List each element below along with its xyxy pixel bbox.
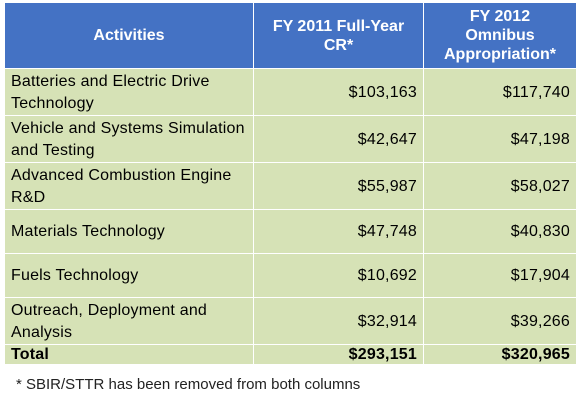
fy2011-cell: $32,914 [253, 297, 424, 345]
fy2012-cell: $17,904 [423, 253, 577, 298]
fy2011-cell: $47,748 [253, 209, 424, 254]
footnote: * SBIR/STTR has been removed from both c… [16, 376, 361, 393]
header-fy2011: FY 2011 Full-Year CR* [253, 2, 424, 69]
budget-table: Activities FY 2011 Full-Year CR* FY 2012… [4, 2, 577, 365]
header-fy2012: FY 2012 Omnibus Appropriation* [423, 2, 577, 69]
table-row: Materials Technology $47,748 $40,830 [4, 209, 577, 254]
header-activities: Activities [4, 2, 254, 69]
fy2011-cell: $103,163 [253, 68, 424, 116]
table-header: Activities FY 2011 Full-Year CR* FY 2012… [4, 2, 577, 69]
activity-cell: Fuels Technology [4, 253, 254, 298]
table-row: Fuels Technology $10,692 $17,904 [4, 253, 577, 298]
table-row: Outreach, Deployment and Analysis $32,91… [4, 297, 577, 345]
activity-cell: Advanced Combustion Engine R&D [4, 162, 254, 210]
activity-cell: Vehicle and Systems Simulation and Testi… [4, 115, 254, 163]
activity-cell: Materials Technology [4, 209, 254, 254]
table-row: Vehicle and Systems Simulation and Testi… [4, 115, 577, 163]
fy2012-cell: $47,198 [423, 115, 577, 163]
fy2012-cell: $58,027 [423, 162, 577, 210]
fy2011-cell: $42,647 [253, 115, 424, 163]
fy2012-cell: $39,266 [423, 297, 577, 345]
total-fy2012: $320,965 [423, 344, 577, 365]
fy2012-cell: $40,830 [423, 209, 577, 254]
fy2012-cell: $117,740 [423, 68, 577, 116]
total-label: Total [4, 344, 254, 365]
fy2011-cell: $10,692 [253, 253, 424, 298]
activity-cell: Outreach, Deployment and Analysis [4, 297, 254, 345]
fy2011-cell: $55,987 [253, 162, 424, 210]
activity-cell: Batteries and Electric Drive Technology [4, 68, 254, 116]
table-row: Batteries and Electric Drive Technology … [4, 68, 577, 116]
total-row: Total $293,151 $320,965 [4, 344, 577, 365]
total-fy2011: $293,151 [253, 344, 424, 365]
table-row: Advanced Combustion Engine R&D $55,987 $… [4, 162, 577, 210]
